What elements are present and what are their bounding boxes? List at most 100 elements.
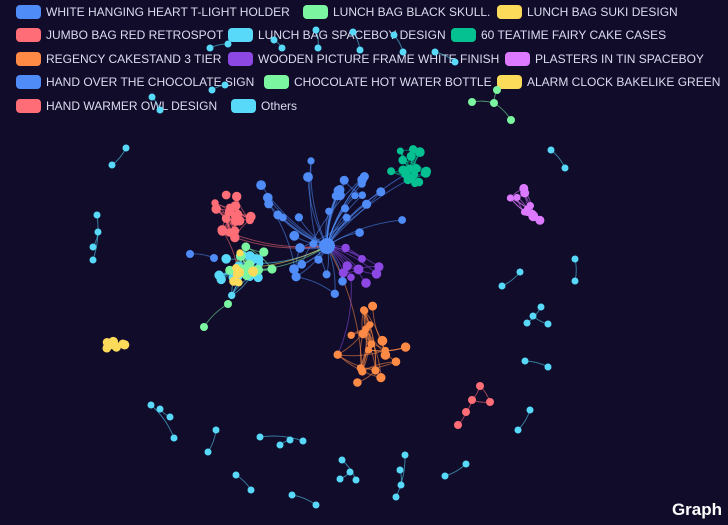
graph-node[interactable] — [362, 199, 372, 209]
graph-node[interactable] — [376, 373, 386, 383]
graph-node[interactable] — [392, 493, 400, 501]
graph-node[interactable] — [454, 421, 462, 429]
graph-node[interactable] — [374, 262, 384, 272]
graph-node[interactable] — [519, 183, 529, 193]
graph-node[interactable] — [221, 214, 231, 223]
graph-node[interactable] — [319, 238, 335, 254]
graph-node[interactable] — [263, 192, 273, 203]
graph-node[interactable] — [330, 289, 339, 298]
graph-node[interactable] — [206, 44, 214, 52]
graph-node[interactable] — [358, 255, 366, 263]
graph-node[interactable] — [361, 278, 371, 288]
graph-node[interactable] — [241, 242, 251, 252]
graph-node[interactable] — [325, 207, 333, 215]
graph-node[interactable] — [234, 267, 245, 278]
graph-node[interactable] — [236, 249, 244, 257]
graph-node[interactable] — [288, 491, 296, 499]
graph-node[interactable] — [397, 481, 405, 489]
graph-node[interactable] — [476, 382, 484, 390]
graph-node[interactable] — [401, 451, 409, 459]
graph-node[interactable] — [347, 273, 355, 282]
graph-node[interactable] — [312, 26, 320, 34]
graph-node[interactable] — [289, 264, 299, 274]
graph-node[interactable] — [299, 437, 307, 445]
graph-node[interactable] — [513, 193, 521, 201]
graph-node[interactable] — [523, 319, 531, 327]
graph-node[interactable] — [309, 240, 318, 248]
graph-node[interactable] — [335, 190, 345, 201]
graph-node[interactable] — [342, 261, 352, 271]
graph-node[interactable] — [526, 202, 534, 210]
graph-node[interactable] — [520, 208, 528, 216]
graph-node[interactable] — [278, 44, 286, 52]
graph-node[interactable] — [225, 265, 235, 275]
graph-node[interactable] — [339, 175, 349, 185]
legend-item[interactable]: ALARM CLOCK BAKELIKE GREEN — [497, 75, 720, 89]
graph-node[interactable] — [352, 476, 360, 484]
graph-node[interactable] — [468, 396, 476, 404]
graph-node[interactable] — [420, 168, 431, 178]
graph-node[interactable] — [347, 331, 355, 339]
graph-node[interactable] — [498, 282, 506, 290]
legend-item[interactable]: HAND OVER THE CHOCOLATE SIGN — [16, 75, 254, 89]
graph-node[interactable] — [341, 204, 349, 213]
legend-item[interactable]: LUNCH BAG BLACK SKULL. — [303, 5, 490, 19]
graph-node[interactable] — [212, 426, 220, 434]
graph-node[interactable] — [400, 342, 411, 352]
graph-node[interactable] — [468, 98, 476, 106]
graph-node[interactable] — [571, 255, 579, 263]
graph-node[interactable] — [365, 346, 373, 354]
legend-item[interactable]: 60 TEATIME FAIRY CAKE CASES — [451, 28, 666, 42]
legend-item[interactable]: PLASTERS IN TIN SPACEBOY — [505, 52, 704, 66]
graph-node[interactable] — [462, 408, 470, 416]
graph-node[interactable] — [273, 210, 283, 220]
graph-node[interactable] — [312, 501, 320, 509]
graph-node[interactable] — [358, 180, 366, 188]
graph-node[interactable] — [353, 264, 364, 275]
graph-node[interactable] — [528, 209, 537, 219]
graph-node[interactable] — [148, 93, 156, 101]
legend-item[interactable]: LUNCH BAG SPACEBOY DESIGN — [228, 28, 446, 42]
graph-node[interactable] — [230, 212, 240, 221]
graph-node[interactable] — [314, 44, 322, 52]
graph-node[interactable] — [93, 211, 101, 219]
graph-node[interactable] — [338, 268, 348, 278]
graph-node[interactable] — [256, 433, 264, 441]
graph-node[interactable] — [286, 436, 294, 444]
graph-node[interactable] — [507, 116, 515, 124]
graph-node[interactable] — [122, 144, 130, 152]
graph-node[interactable] — [526, 406, 534, 414]
graph-node[interactable] — [537, 303, 545, 311]
graph-node[interactable] — [342, 213, 351, 222]
legend-item[interactable]: REGENCY CAKESTAND 3 TIER — [16, 52, 222, 66]
graph-node[interactable] — [166, 413, 174, 421]
graph-node[interactable] — [270, 36, 278, 44]
graph-node[interactable] — [346, 468, 354, 476]
graph-node[interactable] — [247, 486, 255, 494]
graph-node[interactable] — [396, 147, 404, 155]
graph-node[interactable] — [232, 471, 240, 479]
legend-item[interactable]: CHOCOLATE HOT WATER BOTTLE — [264, 75, 492, 89]
graph-node[interactable] — [381, 346, 389, 354]
graph-node[interactable] — [406, 151, 416, 161]
legend-item[interactable]: Others — [231, 99, 297, 113]
graph-node[interactable] — [229, 276, 239, 286]
graph-node[interactable] — [333, 350, 342, 359]
graph-node[interactable] — [170, 434, 178, 442]
graph-node[interactable] — [94, 228, 102, 236]
graph-node[interactable] — [493, 86, 501, 94]
graph-node[interactable] — [221, 81, 229, 89]
graph-node[interactable] — [353, 378, 362, 387]
graph-node[interactable] — [351, 192, 359, 200]
graph-node[interactable] — [248, 266, 258, 277]
graph-node[interactable] — [367, 340, 376, 348]
graph-node[interactable] — [398, 216, 406, 224]
graph-node[interactable] — [156, 405, 164, 413]
graph-node[interactable] — [391, 357, 401, 367]
graph-node[interactable] — [336, 475, 344, 483]
graph-node[interactable] — [398, 155, 408, 165]
graph-node[interactable] — [230, 201, 241, 212]
graph-node[interactable] — [186, 250, 194, 258]
graph-node[interactable] — [371, 269, 382, 279]
graph-node[interactable] — [535, 215, 545, 225]
